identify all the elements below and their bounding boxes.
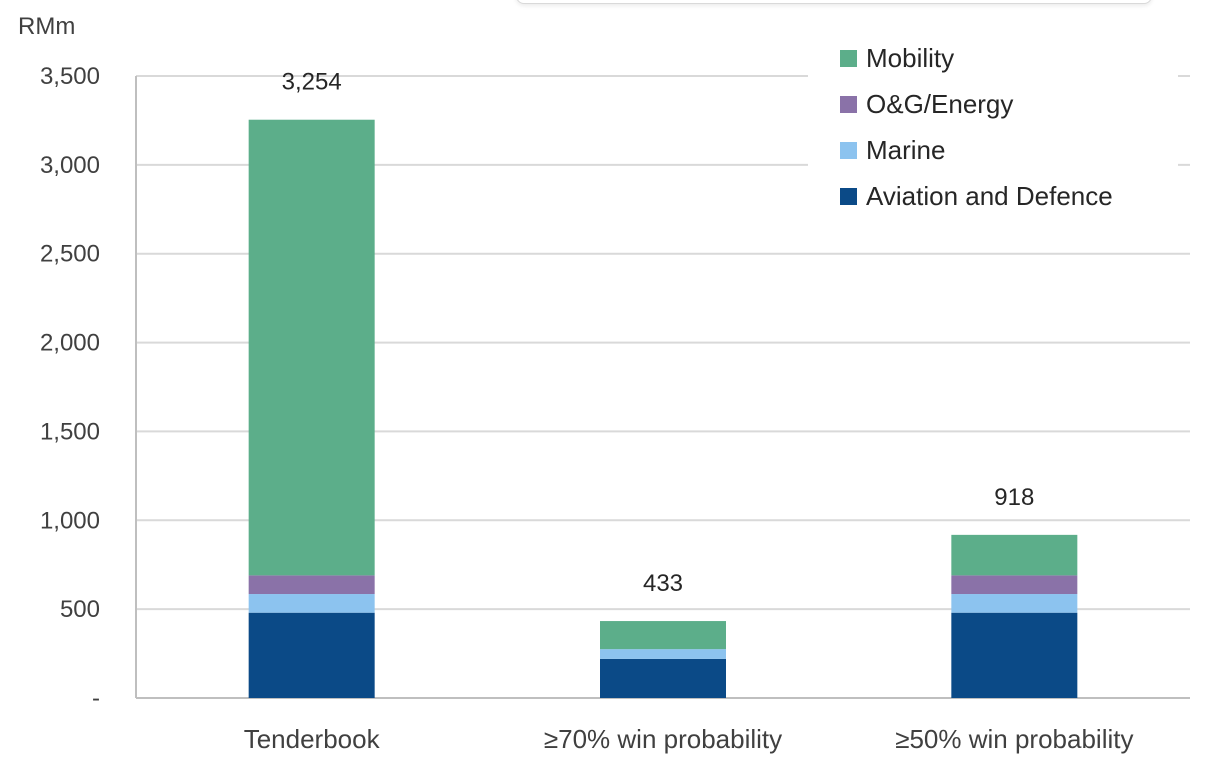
legend-label: Aviation and Defence <box>866 181 1113 211</box>
total-labels: 3,254 433 918 <box>282 69 1035 597</box>
legend-swatch <box>840 188 857 205</box>
bar-segment <box>951 575 1078 595</box>
bar-segment <box>951 612 1078 698</box>
y-tick-label: 500 <box>60 596 100 623</box>
y-axis-unit-label: RMm <box>18 13 75 40</box>
legend-swatch <box>840 142 857 159</box>
legend-background <box>808 36 1178 226</box>
bars <box>248 119 1078 698</box>
bar-segment <box>600 649 726 659</box>
legend: Mobility O&G/Energy Marine Aviation and Def… <box>808 36 1178 226</box>
y-tick-label: 3,500 <box>40 63 100 90</box>
x-category-label: ≥50% win probability <box>895 724 1133 754</box>
legend-label: Marine <box>866 135 945 165</box>
bar-total-label: 918 <box>994 484 1034 511</box>
bar-segment <box>600 658 726 698</box>
x-category-label: Tenderbook <box>244 724 381 754</box>
bar-segment <box>951 594 1078 613</box>
x-axis-categories: Tenderbook ≥70% win probability ≥50% win p… <box>244 724 1134 754</box>
legend-swatch <box>840 50 857 67</box>
legend-swatch <box>840 96 857 113</box>
bar-total-label: 433 <box>643 570 683 597</box>
y-tick-label: 1,000 <box>40 507 100 534</box>
y-tick-label: 2,000 <box>40 330 100 357</box>
legend-label: Mobility <box>866 43 954 73</box>
x-category-label: ≥70% win probability <box>544 724 782 754</box>
legend-label: O&G/Energy <box>866 89 1013 119</box>
bar-segment <box>248 575 375 595</box>
bar-segment <box>248 119 375 576</box>
y-tick-label: 3,000 <box>40 152 100 179</box>
y-tick-label: 2,500 <box>40 241 100 268</box>
bar-segment <box>248 594 375 613</box>
y-tick-label: 1,500 <box>40 418 100 445</box>
y-axis-ticks: - 500 1,000 1,500 2,000 2,500 3,000 3,500 <box>40 63 100 712</box>
bar-total-label: 3,254 <box>282 69 342 96</box>
bar-segment <box>248 612 375 698</box>
y-tick-label: - <box>92 685 100 712</box>
bar-segment <box>600 621 726 650</box>
bar-segment <box>951 534 1078 576</box>
